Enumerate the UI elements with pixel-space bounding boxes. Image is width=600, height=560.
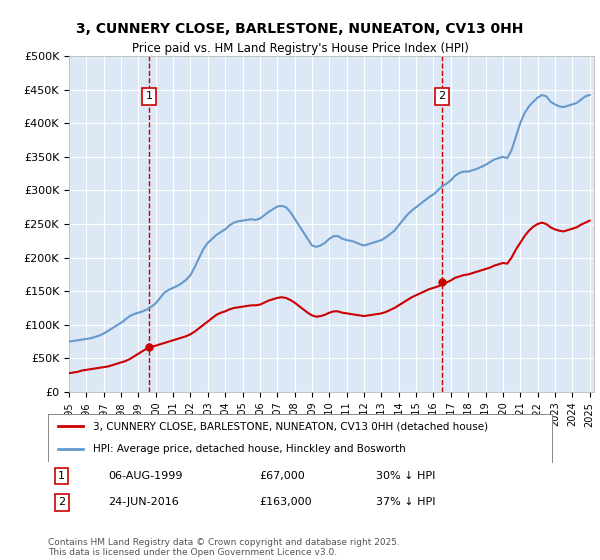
Text: HPI: Average price, detached house, Hinckley and Bosworth: HPI: Average price, detached house, Hinc… [94,444,406,454]
Text: 1: 1 [145,91,152,101]
Text: 30% ↓ HPI: 30% ↓ HPI [376,471,435,481]
Text: 3, CUNNERY CLOSE, BARLESTONE, NUNEATON, CV13 0HH (detached house): 3, CUNNERY CLOSE, BARLESTONE, NUNEATON, … [94,421,488,431]
Text: 1: 1 [58,471,65,481]
Text: £67,000: £67,000 [260,471,305,481]
Text: 3, CUNNERY CLOSE, BARLESTONE, NUNEATON, CV13 0HH: 3, CUNNERY CLOSE, BARLESTONE, NUNEATON, … [76,22,524,36]
Text: 2: 2 [58,497,65,507]
Text: 2: 2 [438,91,445,101]
Text: 37% ↓ HPI: 37% ↓ HPI [376,497,435,507]
Text: £163,000: £163,000 [260,497,313,507]
Text: Contains HM Land Registry data © Crown copyright and database right 2025.
This d: Contains HM Land Registry data © Crown c… [48,538,400,557]
Text: 06-AUG-1999: 06-AUG-1999 [109,471,183,481]
Text: Price paid vs. HM Land Registry's House Price Index (HPI): Price paid vs. HM Land Registry's House … [131,42,469,55]
Text: 24-JUN-2016: 24-JUN-2016 [109,497,179,507]
